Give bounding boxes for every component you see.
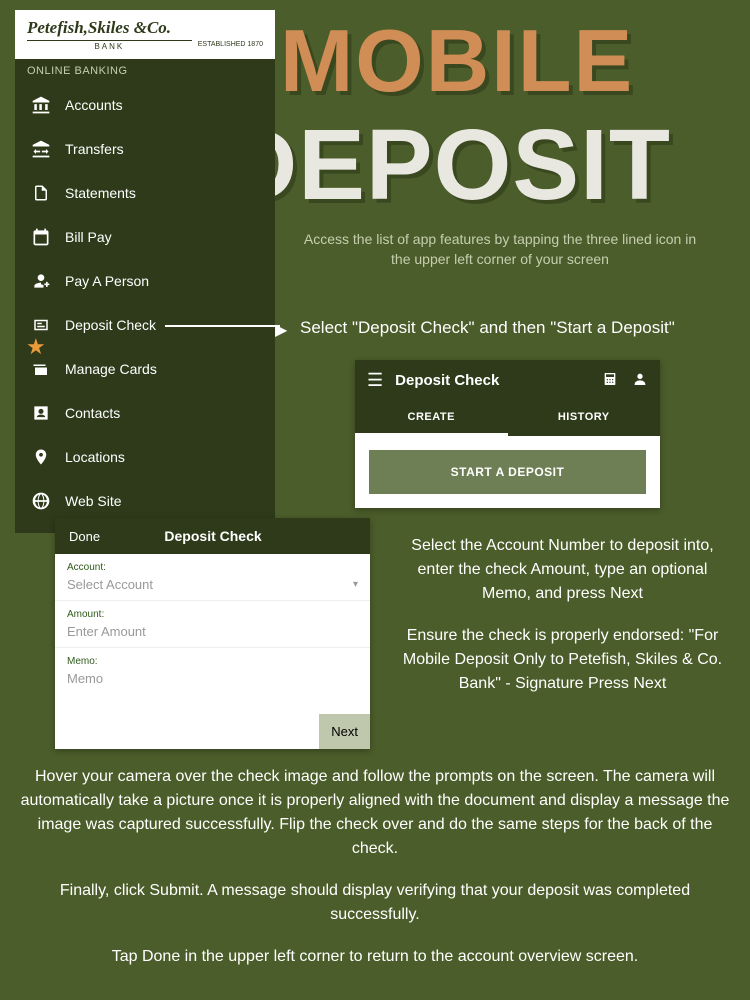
sidebar-item-statements[interactable]: Statements xyxy=(15,171,275,215)
star-icon: ★ xyxy=(26,334,46,360)
memo-label: Memo: xyxy=(67,656,358,667)
globe-icon xyxy=(29,491,53,511)
account-label: Account: xyxy=(67,562,358,573)
memo-field[interactable]: Memo: Memo xyxy=(55,648,370,694)
sidebar-header: ONLINE BANKING xyxy=(15,59,275,83)
menu-label: Deposit Check xyxy=(65,317,156,333)
location-icon xyxy=(29,447,53,467)
bottom-p2: Finally, click Submit. A message should … xyxy=(15,879,735,927)
menu-label: Manage Cards xyxy=(65,361,157,377)
logo-est: ESTABLISHED 1870 xyxy=(198,41,263,48)
sidebar-item-billpay[interactable]: Bill Pay xyxy=(15,215,275,259)
bottom-instructions: Hover your camera over the check image a… xyxy=(15,765,735,987)
bottom-p3: Tap Done in the upper left corner to ret… xyxy=(15,945,735,969)
sidebar-item-payperson[interactable]: Pay A Person xyxy=(15,259,275,303)
menu-label: Accounts xyxy=(65,97,123,113)
deposit-icon xyxy=(29,315,53,335)
menu-label: Contacts xyxy=(65,405,120,421)
cards-icon xyxy=(29,359,53,379)
card1-tabs: CREATE HISTORY xyxy=(355,401,660,436)
sidebar-item-cards[interactable]: Manage Cards xyxy=(15,347,275,391)
memo-placeholder: Memo xyxy=(67,671,358,686)
sidebar-item-website[interactable]: Web Site xyxy=(15,479,275,523)
amount-field[interactable]: Amount: Enter Amount xyxy=(55,601,370,648)
step1-text: Select "Deposit Check" and then "Start a… xyxy=(300,318,675,338)
title-deposit: DEPOSIT xyxy=(225,108,671,223)
account-placeholder: Select Account xyxy=(67,577,153,592)
arrow-icon: ▶ xyxy=(275,320,287,340)
deposit-form-card: Done Deposit Check Account: Select Accou… xyxy=(55,518,370,749)
bank-icon xyxy=(29,95,53,115)
amount-label: Amount: xyxy=(67,609,358,620)
amount-placeholder: Enter Amount xyxy=(67,624,358,639)
logo: Petefish,Skiles &Co. BANK ESTABLISHED 18… xyxy=(15,10,275,59)
deposit-check-card: ☰ Deposit Check CREATE HISTORY START A D… xyxy=(355,360,660,508)
contacts-icon xyxy=(29,403,53,423)
sidebar-item-transfers[interactable]: Transfers xyxy=(15,127,275,171)
hamburger-icon[interactable]: ☰ xyxy=(367,370,383,391)
sidebar-item-accounts[interactable]: Accounts xyxy=(15,83,275,127)
card2-header: Done Deposit Check xyxy=(55,518,370,554)
transfers-icon xyxy=(29,139,53,159)
arrow-line xyxy=(165,325,280,327)
menu-label: Transfers xyxy=(65,141,124,157)
tab-history[interactable]: HISTORY xyxy=(508,401,661,436)
sidebar: Petefish,Skiles &Co. BANK ESTABLISHED 18… xyxy=(15,10,275,533)
next-button[interactable]: Next xyxy=(319,714,370,749)
calculator-icon[interactable] xyxy=(602,371,618,390)
card1-title: Deposit Check xyxy=(395,372,602,389)
intro-text: Access the list of app features by tappi… xyxy=(300,230,700,269)
menu-label: Locations xyxy=(65,449,125,465)
logo-bank: BANK xyxy=(27,40,192,51)
account-field[interactable]: Account: Select Account ▾ xyxy=(55,554,370,601)
person-pay-icon xyxy=(29,271,53,291)
title-mobile: MOBILE xyxy=(280,10,634,112)
card1-header: ☰ Deposit Check xyxy=(355,360,660,401)
sidebar-item-contacts[interactable]: Contacts xyxy=(15,391,275,435)
tab-create[interactable]: CREATE xyxy=(355,401,508,436)
person-icon[interactable] xyxy=(632,371,648,390)
document-icon xyxy=(29,183,53,203)
right-p1: Select the Account Number to deposit int… xyxy=(395,534,730,606)
menu-label: Statements xyxy=(65,185,136,201)
sidebar-item-locations[interactable]: Locations xyxy=(15,435,275,479)
menu-label: Pay A Person xyxy=(65,273,149,289)
right-instructions: Select the Account Number to deposit int… xyxy=(395,534,730,714)
logo-name: Petefish,Skiles &Co. xyxy=(27,18,263,38)
bottom-p1: Hover your camera over the check image a… xyxy=(15,765,735,861)
chevron-down-icon: ▾ xyxy=(353,579,358,590)
right-p2: Ensure the check is properly endorsed: "… xyxy=(395,624,730,696)
start-deposit-button[interactable]: START A DEPOSIT xyxy=(369,450,646,494)
calendar-icon xyxy=(29,227,53,247)
menu-label: Web Site xyxy=(65,493,122,509)
card2-title: Deposit Check xyxy=(70,528,356,544)
menu-label: Bill Pay xyxy=(65,229,112,245)
